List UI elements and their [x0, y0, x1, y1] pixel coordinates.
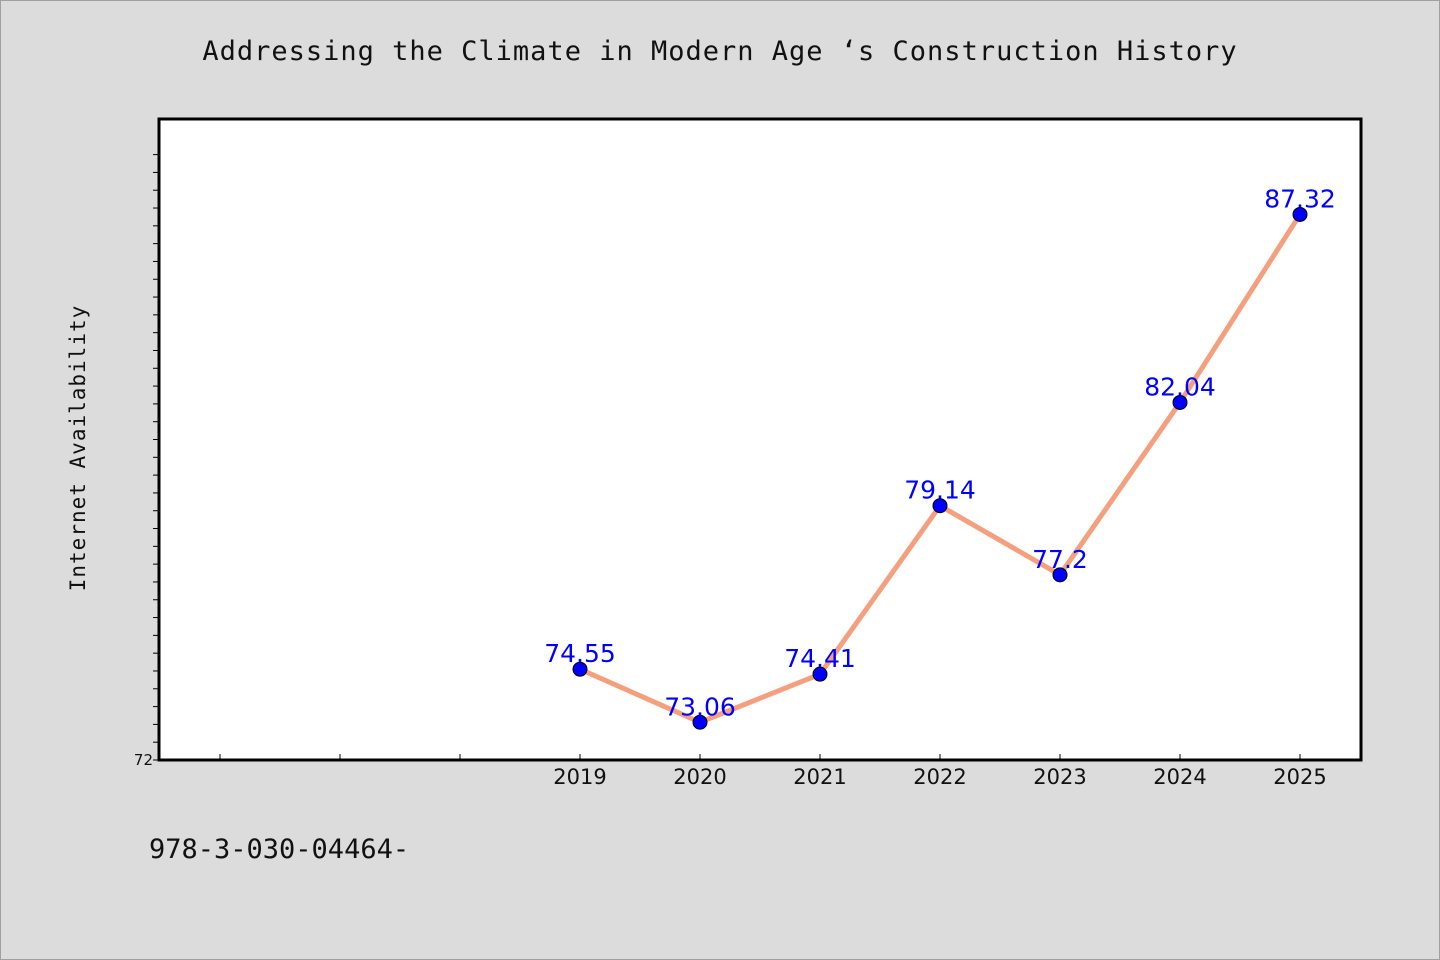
data-point: [1172, 394, 1188, 410]
data-label: 73.06: [664, 692, 736, 721]
x-tick-label: 2020: [673, 765, 726, 789]
data-label: 82.04: [1144, 372, 1216, 401]
x-axis: 2019 2020 2021 2022 2023 2024 2025: [219, 754, 1327, 789]
data-point: [572, 661, 588, 677]
data-point: [932, 498, 948, 514]
y-tick-label: 72: [134, 751, 153, 769]
chart-title: Addressing the Climate in Modern Age ‘s …: [202, 36, 1238, 67]
data-labels: 74.55 73.06 74.41 79.14 77.2 82.04 87.32: [544, 184, 1336, 721]
data-label: 79.14: [904, 476, 976, 505]
x-tick-label: 2023: [1033, 765, 1086, 789]
plot-area: [157, 117, 1363, 762]
data-point: [812, 666, 828, 682]
data-label: 74.55: [544, 639, 616, 668]
x-tick-label: 2022: [913, 765, 966, 789]
data-label: 74.41: [784, 644, 856, 673]
y-axis: 72: [134, 154, 159, 769]
x-tick-label: 2024: [1153, 765, 1206, 789]
data-point: [1052, 567, 1068, 583]
x-tick-label: 2025: [1273, 765, 1326, 789]
x-tick-label: 2021: [793, 765, 846, 789]
series-markers: [572, 206, 1308, 730]
data-label: 77.2: [1032, 545, 1088, 574]
x-tick-label: 2019: [553, 765, 606, 789]
footer-code: 978-3-030-04464-: [149, 834, 410, 865]
data-label: 87.32: [1264, 184, 1336, 213]
data-point: [1292, 206, 1308, 222]
data-point: [692, 714, 708, 730]
